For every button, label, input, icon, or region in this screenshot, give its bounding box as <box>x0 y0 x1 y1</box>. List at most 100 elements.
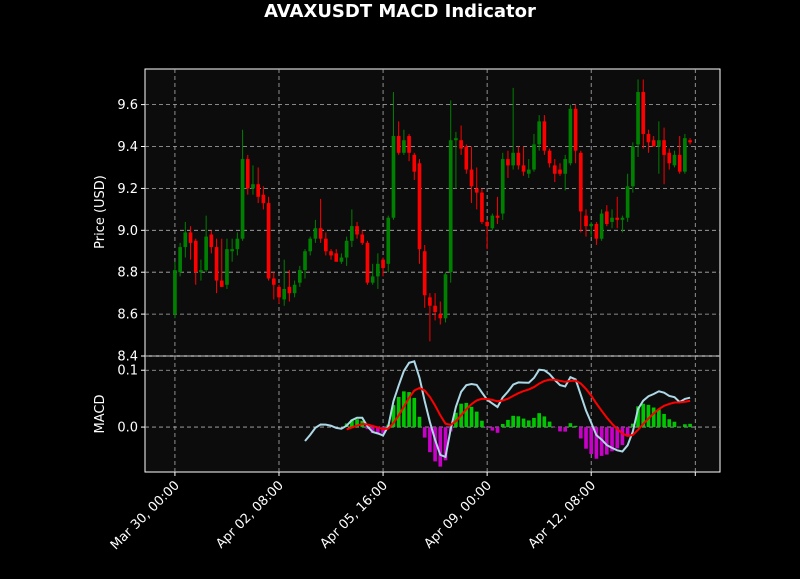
candle-body <box>563 159 567 174</box>
price-tick-label: 9.0 <box>117 224 138 239</box>
candle-body <box>371 276 375 282</box>
histogram-bar <box>589 427 593 454</box>
candle-body <box>621 218 625 220</box>
candle-body <box>553 165 557 173</box>
macd-axes <box>145 356 720 472</box>
candle-body <box>355 226 359 234</box>
histogram-bar <box>548 422 552 427</box>
candle-body <box>631 147 635 187</box>
candle-body <box>220 281 224 287</box>
candle-body <box>480 193 484 222</box>
candle-body <box>215 247 219 281</box>
candle-body <box>392 136 396 218</box>
candle-body <box>652 140 656 146</box>
histogram-bar <box>423 427 427 438</box>
candle-body <box>444 274 448 318</box>
candle-body <box>210 234 214 247</box>
histogram-bar <box>465 403 469 427</box>
candle-body <box>543 121 547 150</box>
candle-body <box>324 239 328 252</box>
candle-body <box>610 218 614 222</box>
histogram-bar <box>418 417 422 427</box>
candle-body <box>189 232 193 242</box>
candle-body <box>454 138 458 140</box>
candle-body <box>433 306 437 312</box>
candle-body <box>334 253 338 261</box>
histogram-bar <box>569 423 573 427</box>
candle-body <box>667 153 671 163</box>
candle-body <box>262 195 266 203</box>
histogram-bar <box>657 409 661 427</box>
candle-body <box>558 170 562 174</box>
candle-body <box>173 270 177 314</box>
candle-body <box>688 140 692 142</box>
histogram-bar <box>563 427 567 432</box>
histogram-bar <box>428 427 432 452</box>
histogram-bar <box>485 427 489 428</box>
candle-body <box>517 153 521 166</box>
candle-body <box>678 155 682 172</box>
candle-body <box>397 136 401 153</box>
candle-body <box>340 258 344 262</box>
macd-ylabel: MACD <box>93 395 108 434</box>
price-tick-label: 8.8 <box>117 266 138 281</box>
price-tick-label: 8.4 <box>117 350 138 365</box>
candle-body <box>527 170 531 174</box>
histogram-bar <box>511 416 515 427</box>
candle-body <box>272 278 276 284</box>
histogram-bar <box>543 416 547 427</box>
histogram-bar <box>506 420 510 427</box>
histogram-bar <box>532 418 536 427</box>
histogram-bar <box>621 427 625 445</box>
candle-body <box>662 140 666 155</box>
histogram-bar <box>584 427 588 449</box>
candle-body <box>647 134 651 142</box>
candle-body <box>428 297 432 305</box>
candle-body <box>491 216 495 229</box>
x-tick-label: Apr 09, 00:00 <box>421 478 494 551</box>
candle-body <box>256 184 260 197</box>
price-tick-label: 8.6 <box>117 308 138 323</box>
candle-body <box>236 239 240 249</box>
candle-body <box>465 147 469 170</box>
histogram-bar <box>470 407 474 427</box>
macd-tick-label: 0.0 <box>117 421 138 436</box>
candle-body <box>574 109 578 151</box>
candle-body <box>329 251 333 255</box>
candle-body <box>470 170 474 187</box>
histogram-bar <box>667 419 671 427</box>
candle-body <box>459 140 463 148</box>
candle-body <box>589 224 593 226</box>
histogram-bar <box>501 424 505 427</box>
x-tick-label: Apr 02, 08:00 <box>213 478 286 551</box>
x-tick-label: Apr 12, 08:00 <box>526 478 599 551</box>
candle-body <box>350 226 354 241</box>
candle-body <box>641 92 645 134</box>
candle-body <box>449 140 453 272</box>
candle-body <box>241 159 245 239</box>
candle-body <box>569 109 573 163</box>
candle-body <box>303 251 307 270</box>
candle-body <box>246 159 250 188</box>
x-tick-label: Apr 05, 16:00 <box>317 478 390 551</box>
candle-body <box>402 140 406 153</box>
candle-body <box>345 241 349 258</box>
candle-body <box>605 211 609 224</box>
candle-body <box>548 151 552 164</box>
candle-body <box>496 216 500 218</box>
price-axes <box>145 69 720 356</box>
x-tick-label: Mar 30, 00:00 <box>108 478 183 553</box>
histogram-bar <box>688 424 692 427</box>
histogram-bar <box>496 427 500 433</box>
candle-body <box>532 144 536 169</box>
candle-body <box>293 285 297 293</box>
candle-body <box>537 121 541 144</box>
chart-title: AVAXUSDT MACD Indicator <box>264 1 536 22</box>
candle-body <box>438 314 442 318</box>
histogram-bar <box>438 427 442 467</box>
candle-body <box>418 163 422 249</box>
candle-body <box>595 224 599 239</box>
macd-tick-label: 0.1 <box>117 364 138 379</box>
candle-body <box>288 287 292 293</box>
histogram-bar <box>491 427 495 431</box>
